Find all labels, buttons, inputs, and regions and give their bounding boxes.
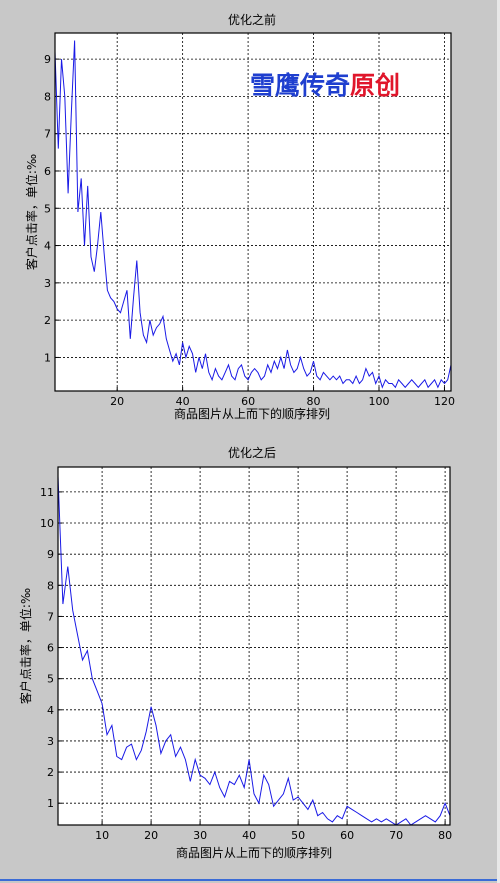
chart-before: 优化之前 20 40 60 80 100 120 1 2 3 4 5 6 7 8 9 商品图片从上而下的顺序… [24,12,455,421]
x-tick-label: 40 [242,829,256,842]
x-tick-label: 20 [110,395,124,408]
watermark-part2: 原创 [350,71,400,100]
y-tick-label: 7 [47,610,54,623]
x-tick-label: 80 [438,829,452,842]
y-tick-label: 2 [47,766,54,779]
y-tick-label: 6 [44,165,51,178]
right-edge [497,0,500,883]
grid [55,33,451,391]
grid [58,467,450,825]
x-tick-label: 10 [95,829,109,842]
plot-area [58,467,450,825]
x-axis-label: 商品图片从上而下的顺序排列 [176,845,332,860]
ticks: 10 20 30 40 50 60 70 80 1 2 3 4 5 6 7 8 9 10 11 [40,486,452,842]
x-axis-label: 商品图片从上而下的顺序排列 [174,406,330,421]
x-tick-label: 30 [193,829,207,842]
y-axis-label: 客户点击率，单位:‰ [24,154,39,270]
plot-frame [54,32,452,392]
y-tick-label: 2 [44,314,51,327]
chart-title: 优化之后 [228,446,276,460]
x-tick-label: 20 [144,829,158,842]
y-tick-label: 4 [44,240,51,253]
plot-frame [57,466,451,826]
y-tick-label: 7 [44,128,51,141]
y-tick-label: 9 [44,53,51,66]
x-tick-label: 60 [241,395,255,408]
y-tick-label: 3 [44,277,51,290]
chart-after: 优化之后 10 20 30 40 50 60 70 80 1 2 3 4 5 6 7 8 9 10 11 商品图片从… [18,446,452,860]
chart-title: 优化之前 [228,12,276,27]
plot-area [55,33,451,391]
y-tick-label: 4 [47,704,54,717]
watermark-part1: 雪鹰传奇 [250,71,350,100]
y-axis-label: 客户点击率，单位:‰ [18,588,33,704]
y-tick-label: 1 [47,797,54,810]
y-tick-label: 9 [47,548,54,561]
y-tick-label: 11 [40,486,54,499]
x-tick-label: 50 [291,829,305,842]
x-tick-label: 70 [389,829,403,842]
bottom-border [0,879,500,881]
series-line [57,476,451,826]
x-tick-label: 60 [340,829,354,842]
y-tick-label: 8 [44,90,51,103]
y-tick-label: 3 [47,735,54,748]
x-tick-label: 100 [369,395,390,408]
y-tick-label: 5 [47,673,54,686]
y-tick-label: 10 [40,517,54,530]
x-tick-label: 80 [307,395,321,408]
x-tick-label: 40 [176,395,190,408]
ticks: 20 40 60 80 100 120 1 2 3 4 5 6 7 8 9 [44,53,455,408]
y-tick-label: 8 [47,579,54,592]
y-tick-label: 5 [44,202,51,215]
y-tick-label: 1 [44,351,51,364]
y-tick-label: 6 [47,642,54,655]
x-tick-label: 120 [434,395,455,408]
series-line [54,40,452,389]
watermark: 雪鹰传奇原创 [250,71,400,100]
